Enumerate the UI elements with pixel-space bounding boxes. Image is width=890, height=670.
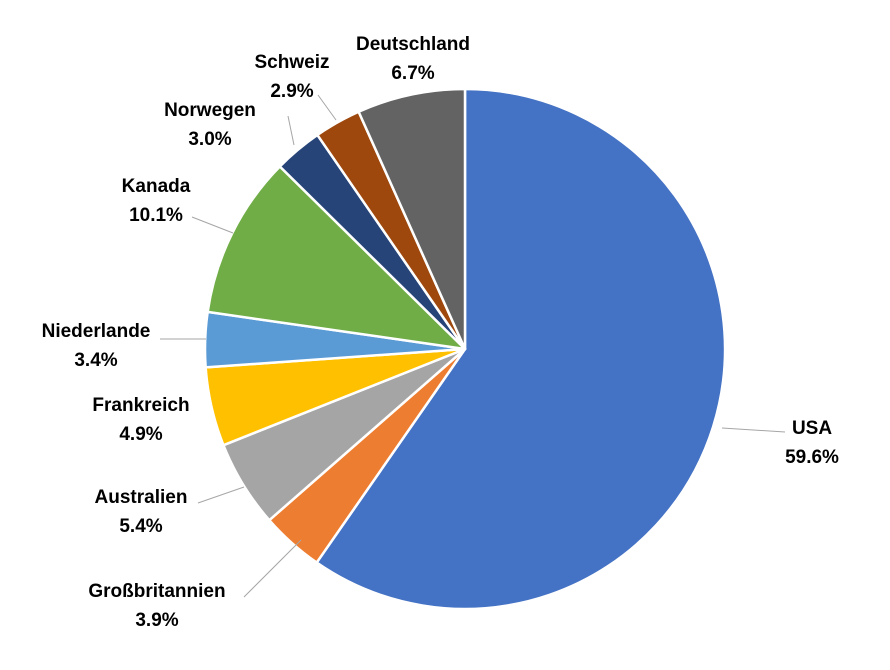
slice-category-label-niederlande: Niederlande: [42, 321, 151, 342]
slice-category-label-usa: USA: [792, 418, 832, 439]
slice-value-label-usa: 59.6%: [785, 447, 839, 468]
slice-value-label-schweiz: 2.9%: [270, 81, 313, 102]
leader-line-schweiz: [317, 94, 337, 121]
leader-lines: [160, 94, 786, 598]
slice-category-label-frankreich: Frankreich: [92, 395, 189, 416]
slice-value-label-deutschland: 6.7%: [391, 63, 434, 84]
leader-line-grossbritannien: [243, 539, 302, 598]
slice-value-label-australien: 5.4%: [119, 516, 162, 537]
pie-slice-deutschland: [357, 87, 467, 351]
slice-value-label-norwegen: 3.0%: [188, 129, 231, 150]
pie-slice-kanada: [206, 165, 467, 351]
slice-category-label-deutschland: Deutschland: [356, 34, 470, 55]
leader-line-kanada: [191, 216, 234, 234]
slice-value-label-grossbritannien: 3.9%: [135, 610, 178, 631]
slice-labels: USA 59.6% Großbritannien 3.9% Australien 5.4%…: [42, 34, 839, 631]
slice-value-label-niederlande: 3.4%: [74, 350, 117, 371]
pie-slice-usa: [315, 87, 727, 611]
slice-category-label-kanada: Kanada: [122, 176, 191, 197]
slice-category-label-norwegen: Norwegen: [164, 100, 256, 121]
leader-line-usa: [721, 427, 786, 433]
slice-category-label-grossbritannien: Großbritannien: [88, 581, 225, 602]
leader-line-norwegen: [287, 115, 295, 146]
slice-category-label-australien: Australien: [95, 487, 188, 508]
pie-slices: [203, 87, 727, 611]
leader-line-australien: [197, 486, 245, 504]
slice-value-label-kanada: 10.1%: [129, 205, 183, 226]
slice-category-label-schweiz: Schweiz: [255, 52, 330, 73]
slice-value-label-frankreich: 4.9%: [119, 424, 162, 445]
